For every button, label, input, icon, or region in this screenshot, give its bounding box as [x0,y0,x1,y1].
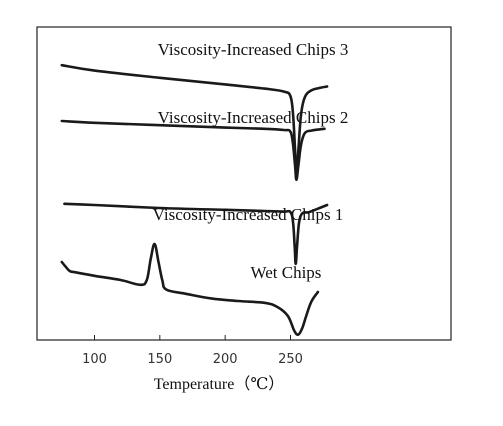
series-label: Viscosity-Increased Chips 1 [153,205,344,224]
series-label: Viscosity-Increased Chips 3 [158,40,349,59]
series-label: Wet Chips [251,263,322,282]
x-tick-label: 100 [82,352,107,367]
x-tick-label: 250 [278,352,303,367]
series-labels: Viscosity-Increased Chips 3 Viscosity-Inc… [153,40,349,282]
x-axis-title: Temperature（℃） [154,375,285,393]
x-axis-ticks: 100 150 200 250 [82,335,303,367]
x-tick-label: 200 [213,352,238,367]
series-lines [60,63,329,337]
series-label: Viscosity-Increased Chips 2 [158,108,349,127]
series-line [60,63,329,180]
series-line [60,119,326,182]
x-tick-label: 150 [147,352,172,367]
series-line [63,202,329,266]
plot-frame [36,26,452,341]
series-line [60,242,320,337]
